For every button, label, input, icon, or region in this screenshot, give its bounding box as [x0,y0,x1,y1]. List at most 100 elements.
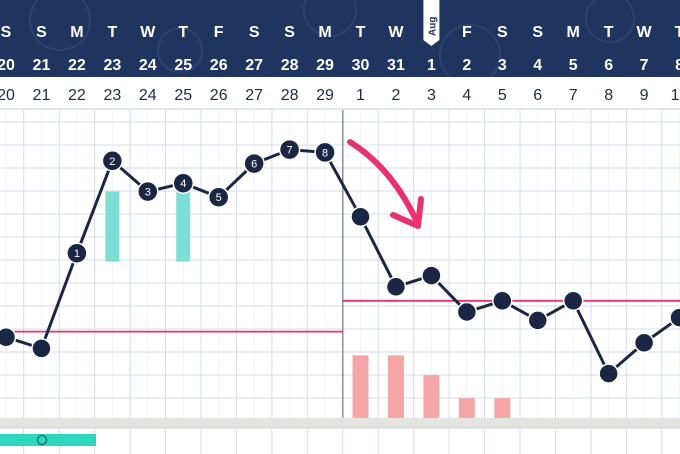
weekday-label: F [462,24,472,41]
period-bars [352,355,511,418]
header-pattern-ring [29,0,91,51]
scroll-bar[interactable] [0,434,96,446]
date-label: 1 [427,57,436,74]
cycle-day-label: 25 [174,87,192,104]
cycle-day-label: 6 [533,87,542,104]
temperature-point-label: 1 [74,248,80,260]
date-label: 31 [387,57,405,74]
arrow-shaft [347,139,420,225]
date-label: 5 [569,57,578,74]
bottom-band [0,418,680,428]
date-label: 20 [0,57,15,74]
date-label: 25 [174,57,192,74]
period-bar [423,375,440,418]
arrow-head [390,196,424,229]
period-bar [387,355,404,418]
temperature-point-label: 2 [109,156,115,168]
month-flag [423,0,440,46]
month-marker: Aug [423,0,440,46]
temperature-point [527,310,548,331]
temperature-point [633,332,655,354]
temperature-point [0,326,17,348]
temperature-point [456,301,478,323]
temperature-point-label: 8 [322,147,328,159]
temperature-point [31,338,52,359]
cycle-day-label: 23 [103,87,121,104]
cycle-day-row: 2021222324252627282912345678910 [0,87,680,104]
weekday-label: S [532,24,543,41]
date-label: 26 [210,57,228,74]
weekday-label: S [284,24,295,41]
date-label: 6 [604,57,613,74]
weekday-label: S [36,24,47,41]
date-row: 20 21 22 23 24 25 26 27 28 29 30 31 1 2 3 4 5 6 7 8 [0,57,680,74]
weekday-label: S [249,24,260,41]
cycle-day-label: 9 [640,87,649,104]
weekday-label: M [318,24,331,41]
date-label: 3 [498,57,507,74]
temperature-points: 1 2 3 4 5 6 7 8 [0,138,680,384]
cycle-day-label: 7 [569,87,578,104]
weekday-label: W [637,24,653,41]
cycle-day-label: 2 [391,87,400,104]
period-bar [458,398,475,418]
header-pattern-ring [303,0,357,37]
date-label: 24 [139,57,157,74]
cycle-day-label: 8 [604,87,613,104]
highlight-bar [176,188,191,262]
temperature-point [66,242,88,264]
date-label: 4 [533,57,542,74]
date-label: 23 [103,57,121,74]
cycle-day-bar [0,77,680,109]
date-label: 7 [640,57,649,74]
weekday-label: F [214,24,224,41]
temperature-point [492,290,513,312]
cycle-day-label: 27 [245,87,263,104]
temperature-point-label: 5 [216,192,222,204]
temperature-point [243,152,265,175]
weekday-label: W [388,24,404,41]
weekday-label: W [140,24,156,41]
month-marker-label: Aug [427,17,438,36]
cycle-day-label: 20 [0,87,15,104]
temperature-point [421,265,442,286]
weekday-label: T [356,24,366,41]
weekday-label: T [178,24,188,41]
cycle-day-label: 3 [427,87,436,104]
cycle-day-label: 1 [356,87,365,104]
temperature-point [207,186,230,208]
temperature-point [172,172,194,194]
period-bar [352,355,369,418]
date-label: 27 [245,57,263,74]
trend-arrow-icon [347,139,424,229]
weekday-label: T [107,24,117,41]
cycle-day-label: 5 [498,87,507,104]
header-bar [0,0,680,77]
cycle-day-label: 26 [210,87,228,104]
cycle-day-label: 29 [316,87,334,104]
weekday-label: T [604,24,614,41]
cycle-day-label: 28 [281,87,299,104]
cycle-day-label: 4 [462,87,471,104]
date-label: 21 [33,57,51,74]
weekday-label: S [1,24,12,41]
highlight-bar [105,191,120,262]
header-pattern-ring [157,27,203,73]
weekday-label: M [567,24,580,41]
scroll-handle[interactable] [36,434,48,446]
date-label: 22 [68,57,86,74]
date-label: 28 [281,57,299,74]
temperature-point [101,150,124,172]
date-label: 30 [352,57,370,74]
temperature-point [137,180,159,203]
temperature-point-label: 4 [180,178,186,190]
temperature-point-label: 6 [251,159,257,171]
temperature-point-label: 3 [145,187,151,199]
header-pattern-ring [585,0,635,43]
header-pattern [29,0,635,86]
cycle-day-label: 21 [33,87,51,104]
temperature-point [385,276,407,298]
date-label: 8 [675,57,680,74]
period-bar [494,398,511,418]
